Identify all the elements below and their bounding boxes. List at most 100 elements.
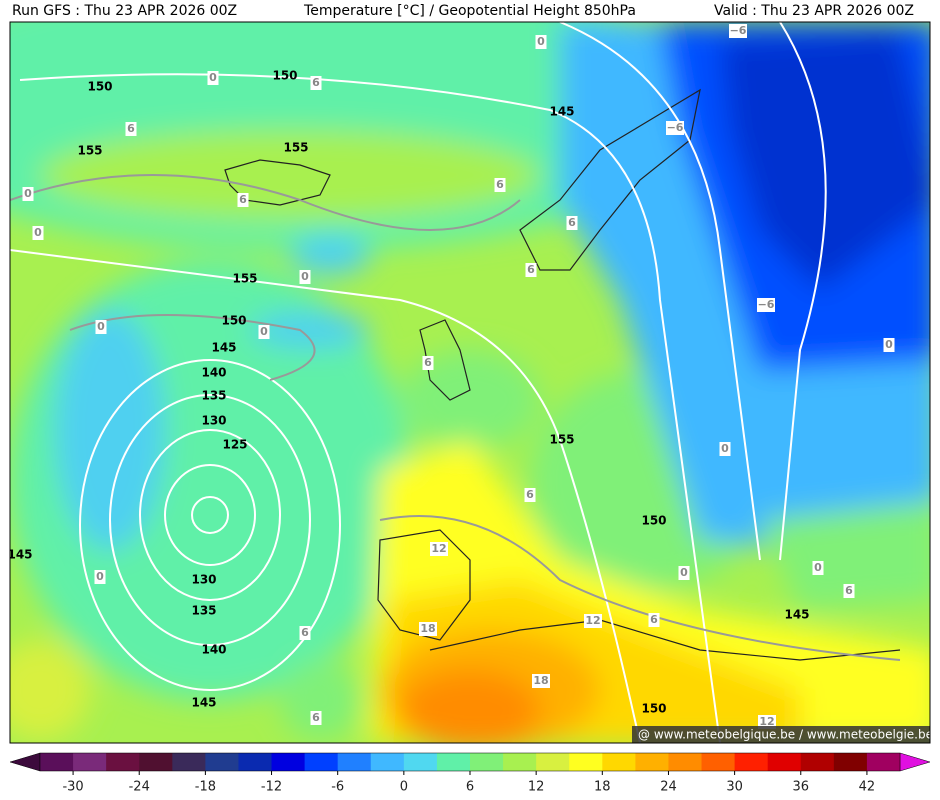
colorbar-tick-label: -6 bbox=[331, 780, 344, 795]
colorbar-under bbox=[9, 752, 41, 772]
header-valid: Valid : Thu 23 APR 2026 00Z bbox=[714, 3, 914, 19]
temperature-label: 6 bbox=[496, 178, 504, 191]
temperature-label-box bbox=[532, 674, 550, 688]
colorbar-tick-label: -18 bbox=[195, 780, 216, 795]
temperature-label: 0 bbox=[814, 561, 822, 574]
height-label: 150 bbox=[272, 69, 297, 83]
height-label: 140 bbox=[201, 366, 226, 380]
temperature-label-box bbox=[95, 320, 107, 334]
height-label: 145 bbox=[784, 608, 809, 622]
temperature-label-box bbox=[310, 76, 322, 90]
temperature-label: 0 bbox=[24, 187, 32, 200]
height-label: 145 bbox=[549, 105, 574, 119]
colorbar-segment bbox=[635, 753, 669, 771]
temperature-label-box bbox=[430, 542, 448, 556]
temperature-label-box bbox=[419, 622, 437, 636]
colorbar-segment bbox=[866, 753, 901, 771]
temperature-label: 12 bbox=[431, 542, 446, 555]
temperature-label: 18 bbox=[533, 674, 548, 687]
colorbar-tick-label: 30 bbox=[726, 780, 743, 795]
temperature-label: 18 bbox=[420, 622, 435, 635]
height-label: 150 bbox=[221, 314, 246, 328]
temperature-label: 6 bbox=[301, 626, 309, 639]
height-label: 150 bbox=[641, 702, 666, 716]
colorbar-segment bbox=[503, 753, 537, 771]
temperature-label: 0 bbox=[885, 338, 893, 351]
temperature-label-box bbox=[719, 442, 731, 456]
temperature-label: −6 bbox=[758, 298, 775, 311]
height-label: 150 bbox=[87, 80, 112, 94]
temperature-label-box bbox=[310, 711, 322, 725]
temperature-label-box bbox=[258, 325, 270, 339]
temperature-label-box bbox=[535, 35, 547, 49]
temperature-label: 0 bbox=[260, 325, 268, 338]
temperature-label-box bbox=[729, 24, 747, 38]
height-label: 135 bbox=[191, 604, 216, 618]
colorbar-segment bbox=[536, 753, 570, 771]
header-run: Run GFS : Thu 23 APR 2026 00Z bbox=[12, 3, 237, 19]
colorbar-segment bbox=[106, 753, 140, 771]
colorbar-segment bbox=[370, 753, 405, 771]
temperature-label: 0 bbox=[96, 570, 104, 583]
colorbar-segment bbox=[701, 753, 736, 771]
colorbar-segment bbox=[602, 753, 636, 771]
temperature-label: 0 bbox=[680, 566, 688, 579]
colorbar-over bbox=[899, 752, 931, 772]
colorbar-segment bbox=[337, 753, 372, 771]
temperature-label: 6 bbox=[424, 356, 432, 369]
temperature-contours bbox=[10, 174, 901, 661]
temperature-label: 12 bbox=[759, 715, 774, 728]
map-area: 150 150 145 155 155 155 150 145 140 135 130 125 155 1… bbox=[10, 22, 930, 743]
credit-box bbox=[632, 726, 930, 743]
temperature-label-box bbox=[494, 178, 506, 192]
colorbar-segment bbox=[734, 753, 769, 771]
colorbar-tick-label: 42 bbox=[859, 780, 876, 795]
height-label: 145 bbox=[211, 341, 236, 355]
temperature-label: 6 bbox=[845, 584, 853, 597]
map-frame bbox=[9, 21, 931, 744]
temperature-label-box bbox=[422, 356, 434, 370]
height-label: 130 bbox=[191, 573, 216, 587]
temperature-label: 0 bbox=[97, 320, 105, 333]
temperature-label: 6 bbox=[650, 613, 658, 626]
temperature-label-box bbox=[125, 122, 137, 136]
temperature-label: 12 bbox=[585, 614, 600, 627]
height-label: 155 bbox=[549, 433, 574, 447]
temperature-label: 6 bbox=[312, 76, 320, 89]
temperature-label: 6 bbox=[526, 488, 534, 501]
colorbar-segment bbox=[304, 753, 339, 771]
temperature-label-box bbox=[207, 71, 219, 85]
colorbar-tick-label: 36 bbox=[792, 780, 809, 795]
temperature-label: 6 bbox=[239, 193, 247, 206]
temperature-label: 0 bbox=[721, 442, 729, 455]
height-label: 145 bbox=[191, 696, 216, 710]
colorbar-segment bbox=[800, 753, 835, 771]
temperature-label: 0 bbox=[34, 226, 42, 239]
temperature-label-box bbox=[32, 226, 44, 240]
temperature-label-box bbox=[757, 298, 775, 312]
temperature-label-box bbox=[299, 270, 311, 284]
temperature-label-box bbox=[584, 614, 602, 628]
temperature-label-box bbox=[883, 338, 895, 352]
colorbar-tick-label: 0 bbox=[400, 780, 408, 795]
temperature-label-box bbox=[525, 263, 537, 277]
colorbar-segment bbox=[271, 753, 306, 771]
colorbar-segment bbox=[205, 753, 239, 771]
temperature-label: −6 bbox=[667, 121, 684, 134]
colorbar-segment bbox=[833, 753, 868, 771]
temperature-label: 6 bbox=[312, 711, 320, 724]
height-label: 135 bbox=[201, 389, 226, 403]
temperature-label-box bbox=[524, 488, 536, 502]
temperature-label-box bbox=[22, 187, 34, 201]
colorbar-tick-label: 6 bbox=[466, 780, 474, 795]
colorbar-tick-label: -12 bbox=[261, 780, 282, 795]
colorbar-segment bbox=[73, 753, 107, 771]
temperature-label: 6 bbox=[527, 263, 535, 276]
height-label: 140 bbox=[201, 643, 226, 657]
colorbar-tick-label: -30 bbox=[62, 780, 83, 795]
temperature-field bbox=[10, 22, 930, 743]
colorbar-segment bbox=[403, 753, 438, 771]
temperature-label-box bbox=[648, 613, 660, 627]
temperature-label-box bbox=[237, 193, 249, 207]
temperature-label: 6 bbox=[127, 122, 135, 135]
